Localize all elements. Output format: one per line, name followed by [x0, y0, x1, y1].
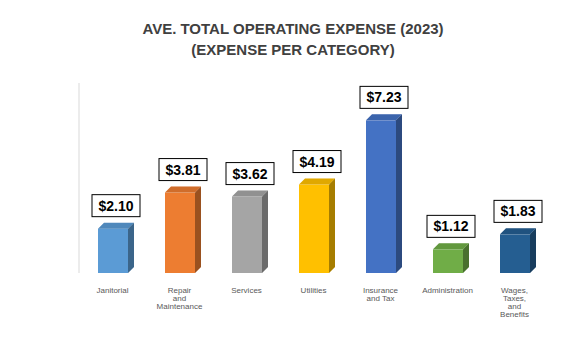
svg-text:$3.81: $3.81 — [165, 162, 200, 178]
svg-text:RepairandMaintenance: RepairandMaintenance — [157, 286, 203, 311]
svg-text:$4.19: $4.19 — [299, 154, 334, 170]
html-text:AVE. TOTAL OPERATING EXPENSE (: AVE. TOTAL OPERATING EXPENSE (2023) — [142, 20, 444, 37]
svg-text:Wages,Taxes,andBenefits: Wages,Taxes,andBenefits — [500, 286, 529, 318]
svg-text:Insuranceand Tax: Insuranceand Tax — [363, 286, 399, 303]
svg-text:$3.62: $3.62 — [232, 166, 267, 182]
svg-text:$1.12: $1.12 — [433, 218, 468, 234]
svg-text:$7.23: $7.23 — [366, 89, 401, 105]
svg-text:Janitorial: Janitorial — [96, 286, 128, 295]
svg-text:Administration: Administration — [422, 286, 473, 295]
svg-text:$1.83: $1.83 — [500, 203, 535, 219]
svg-text:Utilities: Utilities — [301, 286, 327, 295]
svg-text:Services: Services — [231, 286, 262, 295]
html-text:(EXPENSE PER CATEGORY): (EXPENSE PER CATEGORY) — [191, 41, 395, 58]
svg-text:$2.10: $2.10 — [98, 198, 133, 214]
